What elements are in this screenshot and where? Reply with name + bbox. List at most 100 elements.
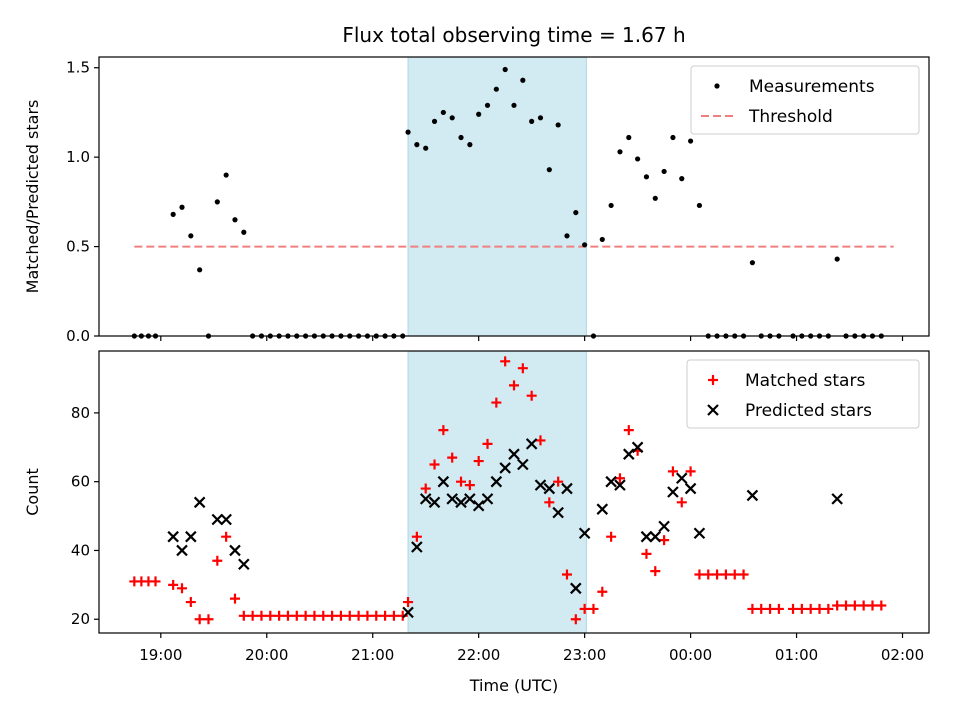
- data-point: [746, 489, 759, 502]
- data-point: [537, 115, 544, 121]
- plot-frame: [98, 56, 930, 337]
- data-point: [544, 497, 555, 508]
- data-point: [597, 586, 608, 597]
- data-point: [667, 486, 679, 498]
- data-point: [335, 610, 346, 621]
- data-point: [371, 610, 382, 621]
- x-tick-label: 23:00: [563, 646, 606, 664]
- x-tick-label: 22:00: [457, 646, 500, 664]
- data-point: [414, 142, 420, 148]
- data-point: [635, 156, 641, 162]
- data-point: [481, 493, 494, 505]
- data-point: [447, 452, 458, 463]
- data-point: [756, 603, 767, 614]
- data-point: [876, 600, 887, 611]
- data-point: [687, 138, 694, 144]
- data-point: [429, 459, 440, 470]
- data-point: [517, 458, 529, 471]
- count-panel: 19:00 20:00 21:00 22:00 23:00 00:00 01:00 02:00…: [23, 350, 930, 664]
- data-point: [823, 603, 834, 614]
- data-point: [327, 610, 338, 621]
- data-point: [508, 448, 520, 460]
- data-point: [738, 569, 749, 580]
- x-tick-label: 02:00: [881, 646, 924, 664]
- legend-box: [690, 65, 920, 135]
- data-point: [428, 496, 441, 509]
- data-point: [438, 425, 449, 436]
- legend-label: Measurements: [749, 77, 875, 97]
- data-point: [520, 77, 526, 83]
- data-point: [596, 503, 609, 515]
- data-point: [499, 462, 511, 474]
- data-point: [484, 102, 491, 108]
- data-point: [511, 102, 517, 108]
- data-point: [623, 425, 634, 436]
- data-point: [405, 129, 411, 135]
- data-point: [403, 597, 414, 608]
- data-point: [423, 145, 429, 151]
- data-point: [214, 199, 220, 205]
- data-point: [703, 569, 714, 580]
- data-point: [476, 111, 482, 117]
- ratio-panel: 0.0 0.5 1.0 1.5 Matched/Predicted stars Measu…: [23, 56, 930, 345]
- data-point: [773, 603, 784, 614]
- data-point: [617, 149, 623, 155]
- data-point: [464, 480, 475, 491]
- plot-frame: [98, 350, 930, 634]
- data-point: [229, 544, 241, 557]
- data-point: [685, 466, 696, 477]
- data-point: [841, 600, 851, 611]
- y-tick-label: 20: [71, 610, 90, 628]
- data-point: [788, 603, 799, 614]
- y-axis-title: Matched/Predicted stars: [23, 100, 42, 294]
- legend-label: Matched stars: [745, 371, 865, 391]
- data-point: [509, 380, 519, 391]
- data-point: [684, 482, 697, 495]
- data-point: [449, 115, 455, 121]
- data-point: [649, 530, 662, 543]
- data-point: [431, 118, 438, 124]
- data-point: [570, 614, 581, 625]
- data-point: [493, 86, 499, 92]
- data-point: [608, 202, 614, 209]
- data-point: [525, 438, 538, 450]
- y-axis-title: Count: [23, 468, 42, 516]
- data-point: [282, 610, 293, 621]
- data-point: [720, 569, 731, 580]
- data-point: [805, 603, 816, 614]
- data-point: [517, 363, 528, 374]
- data-point: [582, 242, 588, 248]
- y-tick-label: 60: [71, 473, 90, 491]
- data-point: [170, 211, 176, 217]
- data-point: [832, 600, 843, 611]
- data-point: [661, 168, 667, 175]
- data-point: [491, 397, 502, 408]
- legend: Measurements Threshold: [690, 65, 920, 135]
- y-tick-label: 80: [71, 404, 90, 422]
- data-point: [318, 610, 329, 621]
- data-point: [247, 610, 258, 621]
- data-point: [309, 610, 320, 621]
- data-point: [578, 527, 591, 540]
- data-point: [659, 535, 670, 546]
- data-point: [675, 472, 688, 485]
- data-point: [599, 236, 605, 243]
- data-point: [546, 167, 552, 173]
- data-point: [694, 569, 705, 580]
- data-point: [467, 142, 473, 148]
- data-point: [867, 600, 878, 611]
- data-point: [579, 603, 590, 614]
- data-point: [167, 530, 179, 543]
- data-point: [858, 600, 869, 611]
- data-point: [472, 499, 485, 512]
- data-point: [561, 482, 573, 495]
- data-point: [502, 66, 508, 73]
- data-point: [573, 209, 579, 216]
- data-point: [623, 448, 635, 460]
- data-point: [238, 610, 249, 621]
- data-point: [455, 496, 467, 509]
- data-point: [749, 260, 756, 266]
- shaded-interval: [407, 350, 587, 634]
- legend: Matched stars Predicted stars: [686, 359, 920, 429]
